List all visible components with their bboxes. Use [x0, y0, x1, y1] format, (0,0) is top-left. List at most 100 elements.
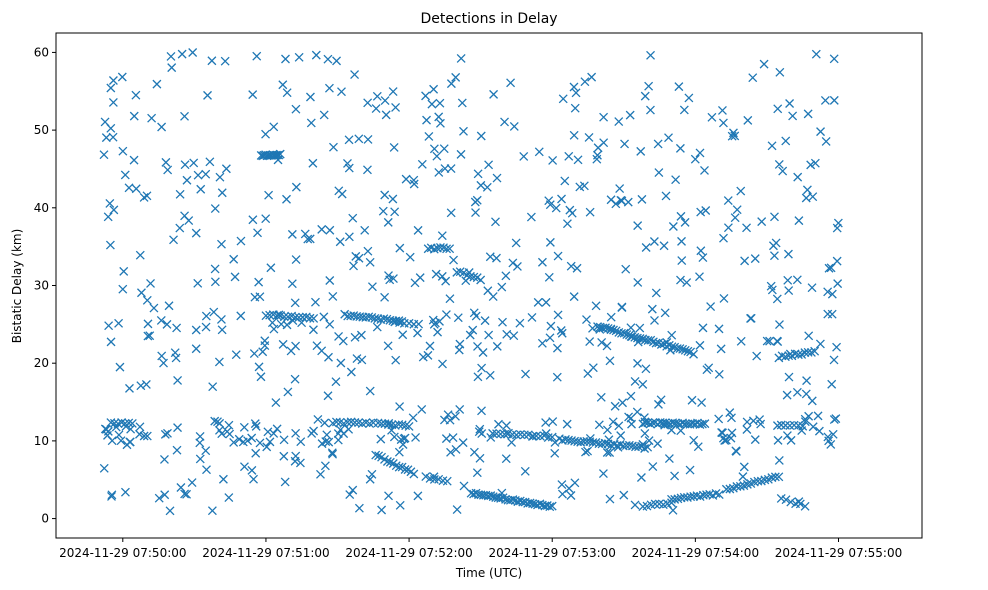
detection-point	[106, 337, 116, 347]
detection-point	[617, 328, 626, 338]
detection-point	[486, 491, 496, 501]
detection-point	[641, 243, 651, 252]
detection-point	[636, 146, 646, 156]
detection-point	[309, 426, 319, 436]
detection-point	[400, 465, 410, 474]
detection-point	[142, 295, 152, 305]
detection-point	[381, 110, 391, 120]
detection-point	[601, 323, 610, 333]
detection-point	[280, 477, 290, 487]
detection-point	[777, 351, 787, 361]
detection-point	[220, 56, 230, 66]
detection-point	[808, 422, 818, 432]
detection-point	[675, 344, 685, 354]
detection-point	[398, 440, 408, 449]
detection-point	[714, 414, 724, 424]
detection-point	[166, 51, 176, 61]
detection-point	[305, 234, 315, 244]
detection-point	[413, 491, 423, 501]
detection-point	[716, 344, 726, 354]
detection-point	[272, 311, 282, 320]
detection-point	[171, 353, 181, 363]
detection-point	[537, 338, 547, 348]
detection-point	[344, 135, 354, 145]
detection-point	[371, 450, 381, 460]
detection-point	[184, 216, 194, 225]
detection-point	[598, 469, 608, 479]
detection-point	[135, 250, 145, 260]
detection-point	[205, 157, 215, 167]
detection-point	[615, 184, 625, 193]
detection-point	[640, 91, 650, 101]
detection-point	[451, 72, 461, 82]
detection-point	[610, 401, 620, 411]
detection-point	[172, 445, 182, 455]
detection-point	[762, 336, 772, 346]
detection-point	[435, 98, 445, 108]
detection-point	[687, 395, 697, 405]
detection-point	[435, 118, 445, 128]
detection-point	[509, 121, 519, 131]
detection-point	[290, 312, 300, 322]
detection-point	[254, 362, 264, 372]
detection-point	[531, 431, 541, 441]
detection-point	[350, 417, 360, 427]
detection-point	[383, 217, 393, 227]
detection-point	[696, 246, 706, 256]
detection-point	[321, 437, 331, 447]
detection-point	[775, 67, 785, 77]
detection-point	[331, 417, 341, 427]
detection-point	[749, 477, 759, 487]
detection-point	[640, 428, 650, 438]
detection-point	[518, 497, 528, 507]
detection-point	[605, 494, 615, 504]
detection-point	[267, 318, 277, 328]
detection-point	[329, 142, 338, 152]
detection-point	[169, 235, 178, 245]
detection-point	[633, 358, 642, 368]
detection-point	[143, 319, 153, 329]
detection-point	[365, 386, 375, 396]
detection-point	[451, 444, 461, 454]
detection-point	[279, 435, 289, 445]
detection-point	[750, 254, 760, 264]
detection-point	[653, 439, 663, 449]
detection-point	[429, 84, 439, 94]
detection-point	[440, 164, 450, 174]
detection-point	[533, 297, 543, 307]
detection-point	[767, 285, 777, 295]
detection-point	[380, 96, 390, 106]
detection-point	[698, 253, 708, 263]
detection-point	[380, 190, 390, 200]
detection-point	[782, 390, 792, 400]
detection-point	[521, 369, 530, 379]
detection-point	[250, 292, 260, 302]
detection-point	[409, 175, 419, 185]
detection-point	[247, 433, 257, 443]
detection-point	[305, 92, 315, 102]
detection-point	[804, 331, 814, 341]
detection-point	[328, 291, 338, 301]
detection-point	[695, 272, 704, 282]
detection-point	[480, 316, 490, 326]
detection-point	[477, 429, 487, 439]
detection-point	[750, 435, 760, 445]
detection-point	[528, 499, 538, 509]
detection-point	[501, 454, 511, 464]
detection-point	[432, 151, 442, 161]
detection-point	[224, 420, 234, 430]
detection-point	[494, 419, 503, 429]
detection-point	[557, 194, 566, 204]
detection-point	[336, 358, 346, 368]
detection-point	[175, 223, 185, 233]
detection-point	[305, 313, 315, 323]
detection-point	[496, 429, 505, 439]
detection-point	[456, 54, 466, 63]
detection-point	[118, 146, 128, 156]
detection-point	[201, 322, 211, 332]
detection-point	[719, 233, 728, 243]
detection-point	[457, 98, 467, 108]
detection-point	[332, 56, 342, 66]
detection-point	[512, 261, 522, 271]
